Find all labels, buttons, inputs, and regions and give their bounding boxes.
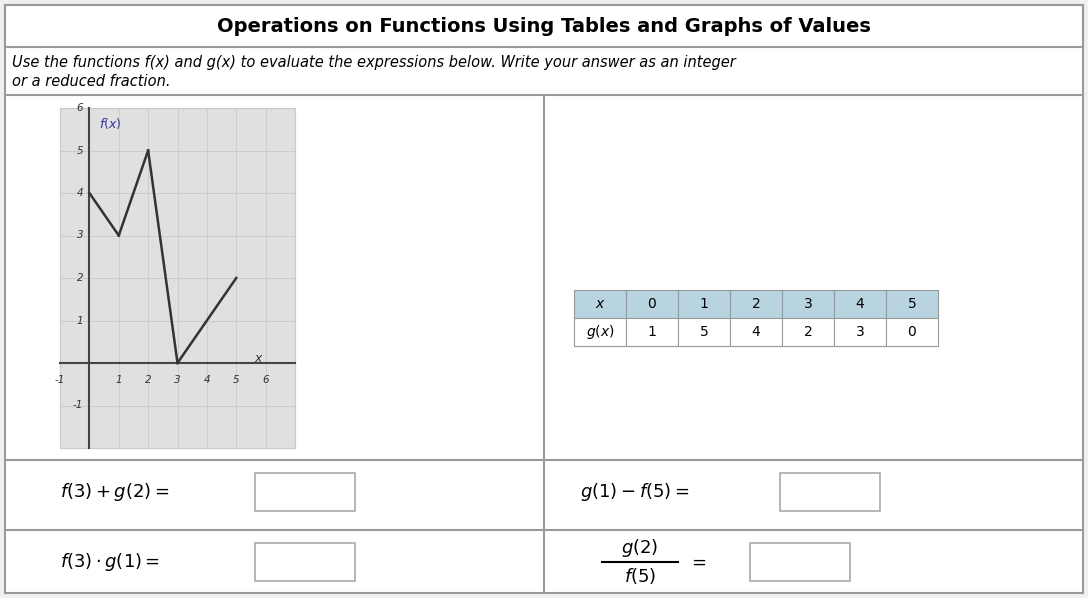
- Polygon shape: [574, 318, 626, 346]
- Polygon shape: [782, 290, 834, 318]
- Polygon shape: [60, 108, 295, 448]
- Polygon shape: [574, 290, 626, 318]
- Text: 2: 2: [77, 273, 84, 283]
- Text: 3: 3: [77, 230, 84, 240]
- Text: $x$: $x$: [255, 352, 264, 365]
- Text: 3: 3: [855, 325, 864, 339]
- Text: 2: 2: [145, 375, 151, 385]
- Text: $g(x)$: $g(x)$: [585, 323, 615, 341]
- Polygon shape: [730, 318, 782, 346]
- Polygon shape: [750, 543, 850, 581]
- Text: 4: 4: [752, 325, 761, 339]
- Text: 1: 1: [700, 297, 708, 311]
- Text: 1: 1: [647, 325, 656, 339]
- Text: 0: 0: [647, 297, 656, 311]
- Polygon shape: [678, 318, 730, 346]
- Text: 4: 4: [855, 297, 864, 311]
- Text: 4: 4: [203, 375, 210, 385]
- Text: $f(5)$: $f(5)$: [623, 566, 656, 586]
- Text: 1: 1: [115, 375, 122, 385]
- Text: $g(1) - f(5) =$: $g(1) - f(5) =$: [580, 481, 690, 503]
- Text: 5: 5: [907, 297, 916, 311]
- Polygon shape: [780, 473, 880, 511]
- Text: 6: 6: [262, 375, 269, 385]
- Text: $x$: $x$: [595, 297, 605, 311]
- Polygon shape: [5, 5, 1083, 47]
- Text: 3: 3: [804, 297, 813, 311]
- Text: 5: 5: [233, 375, 239, 385]
- Text: $g(2)$: $g(2)$: [621, 537, 658, 559]
- Polygon shape: [834, 290, 886, 318]
- Text: 2: 2: [804, 325, 813, 339]
- Polygon shape: [782, 318, 834, 346]
- Polygon shape: [255, 473, 355, 511]
- Text: $f(3) + g(2) =$: $f(3) + g(2) =$: [60, 481, 170, 503]
- Polygon shape: [5, 5, 1083, 593]
- Polygon shape: [626, 290, 678, 318]
- Text: Use the functions f(x) and g(x) to evaluate the expressions below. Write your an: Use the functions f(x) and g(x) to evalu…: [12, 54, 735, 69]
- Polygon shape: [886, 318, 938, 346]
- Text: Operations on Functions Using Tables and Graphs of Values: Operations on Functions Using Tables and…: [218, 17, 870, 35]
- Text: 2: 2: [752, 297, 761, 311]
- Text: $f(x)$: $f(x)$: [99, 116, 122, 131]
- Polygon shape: [730, 290, 782, 318]
- Text: 6: 6: [77, 103, 84, 113]
- Polygon shape: [678, 290, 730, 318]
- Text: $=$: $=$: [688, 553, 706, 571]
- Text: 1: 1: [77, 316, 84, 325]
- Polygon shape: [834, 318, 886, 346]
- Text: or a reduced fraction.: or a reduced fraction.: [12, 75, 171, 90]
- Polygon shape: [626, 318, 678, 346]
- Polygon shape: [255, 543, 355, 581]
- Text: 3: 3: [174, 375, 181, 385]
- Polygon shape: [886, 290, 938, 318]
- Text: -1: -1: [73, 401, 84, 410]
- Text: 5: 5: [77, 145, 84, 155]
- Text: $f(3) \cdot g(1) =$: $f(3) \cdot g(1) =$: [60, 551, 160, 573]
- Text: 5: 5: [700, 325, 708, 339]
- Text: 4: 4: [77, 188, 84, 198]
- Text: -1: -1: [54, 375, 65, 385]
- Text: 0: 0: [907, 325, 916, 339]
